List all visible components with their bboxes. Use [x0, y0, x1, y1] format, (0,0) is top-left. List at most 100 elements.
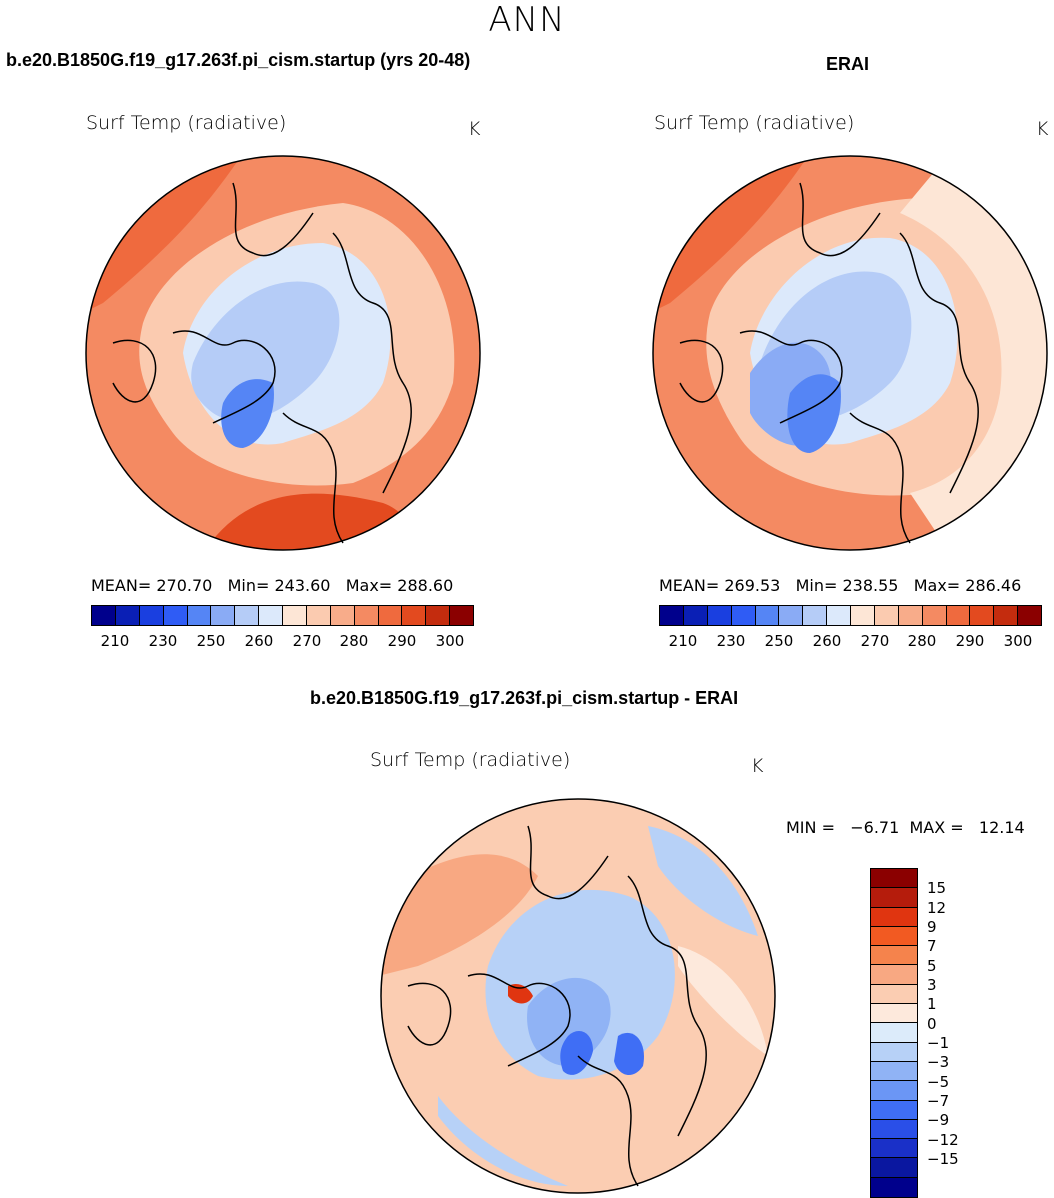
diff-colorbar-label: −3 — [927, 1053, 950, 1071]
colorbar-swatch — [283, 606, 307, 625]
season-title: ANN — [488, 0, 566, 40]
panel1-case-title: b.e20.B1850G.f19_g17.263f.pi_cism.startu… — [6, 50, 471, 70]
colorbar-swatch — [707, 606, 732, 625]
colorbar-swatch — [922, 606, 947, 625]
diff-case-title: b.e20.B1850G.f19_g17.263f.pi_cism.startu… — [310, 688, 739, 708]
colorbar-swatch — [898, 606, 923, 625]
tick: 300 — [1003, 632, 1033, 650]
diff-colorbar-label: −9 — [927, 1111, 950, 1129]
panel2-colorbar — [659, 605, 1042, 626]
colorbar-swatch — [683, 606, 708, 625]
diff-colorbar-label: 9 — [927, 918, 937, 936]
tick: 250 — [196, 632, 226, 650]
tick: 230 — [716, 632, 746, 650]
diff-variable-label: Surf Temp (radiative) — [370, 749, 571, 771]
diff-minmax: MIN = −6.71 MAX = 12.14 — [786, 818, 1025, 837]
colorbar-swatch — [871, 907, 917, 927]
diff-colorbar-label: −12 — [927, 1131, 959, 1149]
diff-map — [380, 798, 776, 1194]
tick: 290 — [387, 632, 417, 650]
colorbar-swatch — [163, 606, 188, 625]
colorbar-swatch — [871, 1042, 917, 1062]
colorbar-swatch — [354, 606, 379, 625]
panel1-units-label: K — [468, 118, 481, 140]
tick: 210 — [668, 632, 698, 650]
tick: 210 — [100, 632, 130, 650]
colorbar-swatch — [259, 606, 283, 625]
colorbar-swatch — [731, 606, 756, 625]
diff-colorbar-label: 12 — [927, 899, 947, 917]
colorbar-swatch — [871, 1177, 917, 1198]
colorbar-swatch — [827, 606, 851, 625]
tick: 270 — [292, 632, 322, 650]
colorbar-swatch — [871, 926, 917, 947]
tick: 260 — [244, 632, 274, 650]
panel2-colorbar-ticks: 210 230 250 260 270 280 290 300 — [659, 632, 1042, 652]
colorbar-swatch — [871, 1100, 917, 1120]
diff-colorbar-label: 7 — [927, 937, 937, 955]
diff-colorbar-label: −1 — [927, 1034, 950, 1052]
tick: 280 — [339, 632, 369, 650]
colorbar-swatch — [851, 606, 875, 625]
colorbar-swatch — [1018, 606, 1041, 625]
diff-colorbar-label: 0 — [927, 1015, 937, 1033]
diff-colorbar-label: 1 — [927, 995, 937, 1013]
colorbar-swatch — [450, 606, 473, 625]
colorbar-swatch — [803, 606, 828, 625]
diff-colorbar-label: −7 — [927, 1092, 950, 1110]
tick: 300 — [435, 632, 465, 650]
tick: 260 — [812, 632, 842, 650]
diff-colorbar-label: 15 — [927, 879, 947, 897]
panel2-case-title: ERAI — [826, 54, 870, 74]
colorbar-swatch — [871, 984, 917, 1005]
panel1-stats: MEAN= 270.70 Min= 243.60 Max= 288.60 — [91, 576, 454, 595]
colorbar-swatch — [871, 1081, 917, 1101]
colorbar-swatch — [871, 869, 917, 889]
colorbar-swatch — [779, 606, 804, 625]
colorbar-swatch — [755, 606, 780, 625]
colorbar-swatch — [970, 606, 995, 625]
diff-colorbar — [870, 868, 918, 1198]
colorbar-swatch — [871, 1158, 917, 1178]
colorbar-swatch — [402, 606, 427, 625]
panel1-map — [85, 155, 481, 551]
diff-colorbar-label: 3 — [927, 976, 937, 994]
colorbar-swatch — [874, 606, 899, 625]
colorbar-swatch — [330, 606, 355, 625]
panel2-units-label: K — [1036, 118, 1049, 140]
colorbar-swatch — [946, 606, 971, 625]
colorbar-swatch — [871, 1004, 917, 1024]
diff-colorbar-label: −15 — [927, 1150, 959, 1168]
colorbar-swatch — [871, 1061, 917, 1082]
diff-colorbar-label: −5 — [927, 1073, 950, 1091]
panel1-colorbar-ticks: 210 230 250 260 270 280 290 300 — [91, 632, 474, 652]
colorbar-swatch — [871, 946, 917, 966]
panel1-variable-label: Surf Temp (radiative) — [86, 112, 287, 134]
tick: 270 — [860, 632, 890, 650]
tick: 280 — [907, 632, 937, 650]
tick: 250 — [764, 632, 794, 650]
diff-colorbar-label: 5 — [927, 957, 937, 975]
colorbar-swatch — [871, 1023, 917, 1043]
panel2-variable-label: Surf Temp (radiative) — [654, 112, 855, 134]
colorbar-swatch — [994, 606, 1019, 625]
colorbar-swatch — [378, 606, 403, 625]
colorbar-swatch — [115, 606, 140, 625]
tick: 290 — [955, 632, 985, 650]
colorbar-swatch — [871, 1119, 917, 1140]
colorbar-swatch — [871, 1139, 917, 1159]
colorbar-swatch — [306, 606, 331, 625]
colorbar-swatch — [426, 606, 451, 625]
panel2-stats: MEAN= 269.53 Min= 238.55 Max= 286.46 — [659, 576, 1022, 595]
colorbar-swatch — [235, 606, 260, 625]
panel1-colorbar — [91, 605, 474, 626]
colorbar-swatch — [660, 606, 684, 625]
colorbar-swatch — [211, 606, 236, 625]
tick: 230 — [148, 632, 178, 650]
colorbar-swatch — [139, 606, 164, 625]
panel2-map — [652, 155, 1048, 551]
colorbar-swatch — [871, 965, 917, 985]
colorbar-swatch — [92, 606, 116, 625]
colorbar-swatch — [871, 888, 917, 908]
diff-units-label: K — [751, 755, 764, 777]
